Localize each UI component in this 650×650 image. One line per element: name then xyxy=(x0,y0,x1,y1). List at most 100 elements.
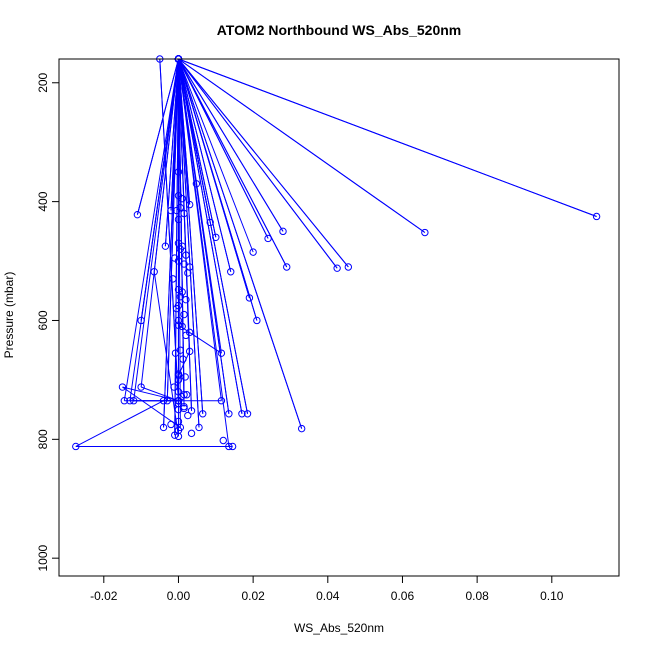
data-point xyxy=(178,322,186,331)
data-point xyxy=(174,285,183,294)
data-point xyxy=(176,245,185,253)
series-line-segment xyxy=(178,58,254,253)
data-point xyxy=(219,436,227,445)
series-line-segment xyxy=(122,386,181,428)
data-point xyxy=(150,268,158,276)
data-point xyxy=(120,397,129,405)
data-point xyxy=(159,423,168,432)
series-line-segment xyxy=(140,386,179,402)
series-line-segment xyxy=(178,58,349,268)
data-point xyxy=(243,410,252,418)
series-line-segment xyxy=(153,271,179,437)
data-point xyxy=(180,260,188,268)
data-point xyxy=(172,206,181,215)
data-point xyxy=(333,264,341,272)
data-point xyxy=(297,424,306,433)
series-line-segment xyxy=(163,58,179,428)
series-line-segment xyxy=(153,58,179,272)
data-point xyxy=(180,209,188,218)
data-point xyxy=(212,233,220,241)
data-point xyxy=(174,321,183,329)
data-point xyxy=(167,206,175,215)
data-point xyxy=(174,405,183,414)
data-point xyxy=(187,407,196,415)
y-tick-label: 600 xyxy=(36,310,50,330)
data-point xyxy=(163,397,171,405)
data-point xyxy=(184,411,192,420)
data-point xyxy=(264,234,272,243)
x-tick-label: -0.02 xyxy=(90,589,118,603)
data-point xyxy=(199,410,207,418)
data-point xyxy=(182,251,190,259)
series-line-segment xyxy=(177,58,204,414)
series-line-segment xyxy=(178,58,288,268)
data-point xyxy=(238,410,246,418)
data-point xyxy=(133,210,142,219)
data-point xyxy=(137,383,145,391)
series-line-segment xyxy=(133,58,179,401)
data-point xyxy=(137,316,145,325)
plot-frame xyxy=(58,58,620,577)
series-line-segment xyxy=(178,324,222,354)
data-point xyxy=(185,347,194,356)
data-point xyxy=(172,304,181,313)
data-point xyxy=(174,417,183,426)
x-tick-label: 0.00 xyxy=(167,589,191,603)
x-axis: -0.02 0.00 0.02 0.04 0.06 0.08 0.10 xyxy=(90,576,564,603)
data-point xyxy=(72,442,80,451)
data-point xyxy=(225,410,233,418)
series-line-segment xyxy=(177,58,185,395)
series-line-segment xyxy=(178,58,426,233)
data-point xyxy=(225,442,233,451)
x-tick-label: 0.06 xyxy=(391,589,415,603)
data-point xyxy=(228,442,237,451)
series-lines xyxy=(75,58,597,447)
x-axis-label: WS_Abs_520nm xyxy=(294,621,384,635)
data-point xyxy=(344,263,353,271)
data-point xyxy=(169,275,177,283)
data-point xyxy=(217,397,226,405)
data-point xyxy=(178,194,186,203)
y-axis-label: Pressure (mbar) xyxy=(2,272,16,359)
series-line-segment xyxy=(140,58,179,321)
series-line-segment xyxy=(177,58,222,401)
x-tick-label: 0.04 xyxy=(316,589,340,603)
data-point xyxy=(283,263,291,271)
data-point xyxy=(206,218,214,227)
data-point xyxy=(253,316,261,325)
series-line-segment xyxy=(177,58,303,429)
data-point xyxy=(187,429,196,438)
series-line-segment xyxy=(177,58,191,205)
series-line-segment xyxy=(123,58,179,401)
data-point xyxy=(182,331,190,340)
data-point xyxy=(217,349,226,357)
data-point xyxy=(174,376,183,384)
series-line-segment xyxy=(170,58,179,211)
data-point xyxy=(245,294,254,302)
data-point xyxy=(159,397,168,405)
series-line-segment xyxy=(164,58,179,247)
data-point xyxy=(167,420,175,429)
data-point xyxy=(279,227,287,236)
data-point xyxy=(161,242,170,250)
data-point xyxy=(129,397,138,405)
x-tick-label: 0.02 xyxy=(241,589,265,603)
data-point xyxy=(192,180,201,188)
data-point xyxy=(184,269,192,277)
x-tick-label: 0.10 xyxy=(540,589,564,603)
data-point xyxy=(170,383,178,391)
data-point xyxy=(249,248,257,256)
data-point xyxy=(421,228,429,237)
data-point xyxy=(227,268,235,276)
y-axis: 200 400 600 800 1000 xyxy=(36,72,59,572)
series-line-segment xyxy=(177,58,217,238)
series-line-segment xyxy=(178,58,338,269)
data-point xyxy=(178,288,186,296)
data-point xyxy=(174,257,183,265)
series-line-segment xyxy=(178,58,269,239)
data-point xyxy=(179,355,187,363)
series-line-segment xyxy=(75,400,164,447)
y-tick-label: 800 xyxy=(36,429,50,449)
data-point xyxy=(180,404,188,413)
